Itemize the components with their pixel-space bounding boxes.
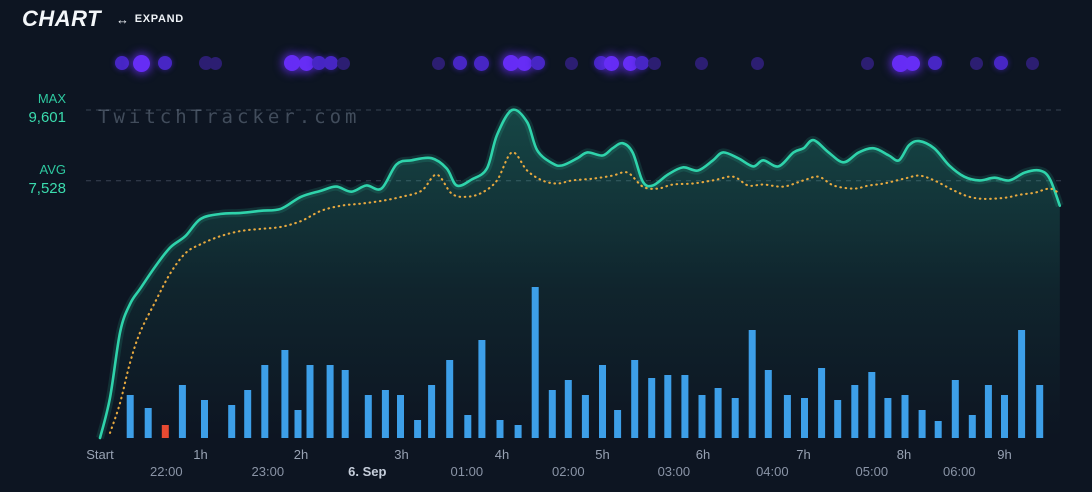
max-value: 9,601 [28,108,66,126]
activity-bar[interactable] [581,395,589,438]
activity-bar[interactable] [306,365,314,438]
session-marker-dot[interactable] [431,56,445,70]
activity-bar[interactable] [244,390,252,438]
session-marker-dot[interactable] [603,55,619,71]
activity-bar[interactable] [228,405,236,438]
activity-bar[interactable] [201,400,208,438]
activity-bar[interactable] [496,420,504,438]
activity-bar[interactable] [478,340,486,438]
session-marker-dot[interactable] [928,56,942,70]
session-marker-dot[interactable] [694,56,708,70]
activity-bar[interactable] [851,385,859,438]
activity-bar[interactable] [564,380,572,438]
session-marker-dot[interactable] [994,56,1008,70]
activity-bar[interactable] [748,330,756,438]
session-marker-dot[interactable] [473,55,489,71]
session-marker-dot[interactable] [115,56,129,70]
activity-bar[interactable] [364,395,372,438]
session-marker-dot[interactable] [284,55,300,71]
session-marker-dot[interactable] [324,56,338,70]
activity-bar[interactable] [428,385,436,438]
session-marker-dot[interactable] [531,56,545,70]
expand-arrows-icon: ↔ [116,11,130,27]
session-marker-dot[interactable] [969,56,983,70]
activity-bar[interactable] [614,410,622,438]
avg-viewers-group: AVG 7,528 [0,162,66,198]
activity-bar[interactable] [281,350,289,438]
activity-bar[interactable] [144,408,152,438]
activity-bar[interactable] [984,385,992,438]
activity-bar[interactable] [126,395,134,438]
activity-bar[interactable] [714,388,722,438]
session-marker-dot[interactable] [298,55,314,71]
session-marker-dot[interactable] [503,55,519,71]
activity-bar[interactable] [731,398,739,438]
activity-bar[interactable] [698,395,706,438]
session-marker-dot[interactable] [891,54,909,72]
activity-bar-red[interactable] [161,425,169,438]
activity-bar[interactable] [261,365,269,438]
session-marker-dot[interactable] [635,56,649,70]
activity-bar[interactable] [326,365,334,438]
activity-bar[interactable] [1036,385,1044,438]
expand-button[interactable]: ↔ EXPAND [116,11,184,27]
avg-label: AVG [39,161,67,177]
avg-value: 7,528 [28,179,66,197]
activity-bar[interactable] [868,372,876,438]
session-marker-dot[interactable] [132,54,150,72]
activity-bar[interactable] [1018,330,1026,438]
activity-bar[interactable] [951,380,959,438]
session-marker-dot[interactable] [904,55,920,71]
session-marker-dot[interactable] [158,56,172,70]
activity-bar[interactable] [783,395,791,438]
session-marker-dot[interactable] [860,56,874,70]
expand-label: EXPAND [134,13,184,25]
activity-bar[interactable] [834,400,842,438]
activity-bar[interactable] [884,398,892,438]
activity-bar[interactable] [599,365,606,438]
activity-bar[interactable] [548,390,556,438]
session-marker-dot[interactable] [750,56,764,70]
panel-title: CHART [22,6,102,31]
activity-bar[interactable] [397,395,404,438]
activity-bar[interactable] [446,360,454,438]
session-marker-dot[interactable] [647,56,661,70]
activity-bar[interactable] [934,421,942,438]
running-average-line [108,151,1061,434]
activity-bar[interactable] [681,375,689,438]
activity-bar[interactable] [764,370,772,438]
activity-bar[interactable] [514,425,522,438]
session-marker-dot[interactable] [453,56,467,70]
activity-bar[interactable] [664,375,672,438]
activity-bar[interactable] [918,410,926,438]
session-marker-dot[interactable] [312,56,326,70]
session-marker-dot[interactable] [336,56,350,70]
max-label: MAX [37,91,66,106]
session-markers [0,0,1092,90]
activity-bar[interactable] [631,360,639,438]
activity-bar[interactable] [381,390,389,438]
activity-bar[interactable] [464,415,472,438]
activity-bar[interactable] [531,287,539,438]
viewers-area [100,109,1060,438]
session-marker-dot[interactable] [208,56,222,70]
activity-bar[interactable] [648,378,656,438]
activity-bar[interactable] [968,415,976,438]
activity-bar[interactable] [341,370,349,438]
activity-bar[interactable] [1001,395,1008,438]
session-marker-dot[interactable] [516,55,532,71]
activity-bar[interactable] [414,420,422,438]
session-marker-dot[interactable] [564,56,578,70]
activity-bar[interactable] [178,385,186,438]
activity-bar[interactable] [818,368,826,438]
activity-bar[interactable] [294,410,302,438]
session-marker-dot[interactable] [1025,56,1039,70]
viewers-line[interactable] [98,108,1062,440]
session-marker-dot[interactable] [622,55,638,71]
activity-bar[interactable] [801,398,808,438]
max-viewers-group: MAX 9,601 [0,91,66,127]
activity-bar[interactable] [901,395,909,438]
